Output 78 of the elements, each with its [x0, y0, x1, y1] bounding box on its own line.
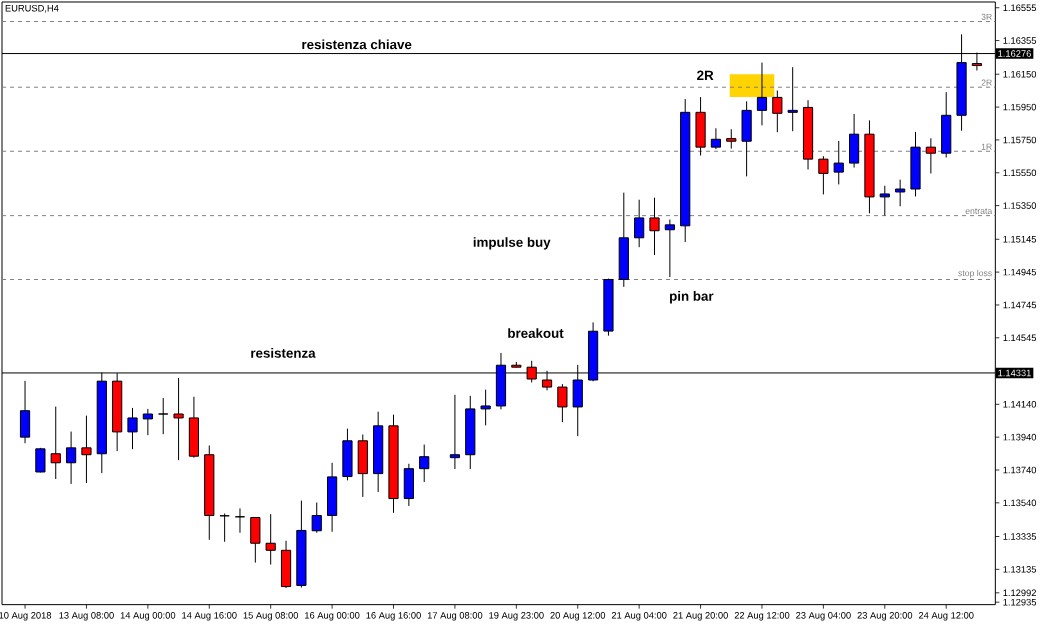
annotation: 2R — [697, 70, 714, 80]
candlestick — [634, 199, 645, 248]
x-tick-label: 19 Aug 23:00 — [489, 612, 544, 621]
candlestick — [726, 128, 737, 150]
y-tick-label: 1.15350 — [1003, 202, 1037, 209]
ref-line-label: 2R — [981, 79, 992, 86]
x-tick-label: 17 Aug 08:00 — [427, 612, 483, 621]
chart-title: EURUSD,H4 — [5, 4, 59, 13]
annotation: breakout — [508, 328, 564, 338]
x-tick-label: 22 Aug 12:00 — [734, 612, 790, 621]
annotation: resistenza — [251, 348, 316, 358]
ref-line-label: 1.16276 — [998, 50, 1031, 57]
y-tick-label: 1.13135 — [1003, 566, 1037, 573]
candlestick — [818, 155, 829, 195]
candlestick — [925, 137, 936, 174]
candlestick — [173, 377, 184, 461]
candlestick — [81, 415, 92, 484]
ref-line-label: stop loss — [958, 269, 992, 278]
y-tick-label: 1.15950 — [1003, 103, 1037, 111]
x-tick-label: 21 Aug 04:00 — [611, 612, 667, 621]
y-tick-label: 1.14745 — [1003, 301, 1037, 309]
candlestick — [664, 219, 675, 278]
candlestick — [142, 408, 153, 436]
x-tick-label: 16 Aug 16:00 — [366, 612, 421, 621]
candlestick — [557, 383, 568, 423]
candlestick — [480, 389, 491, 426]
y-tick-label: 1.12992 — [1003, 589, 1036, 597]
y-tick-label: 1.12935 — [1003, 598, 1037, 606]
y-tick-label: 1.15145 — [1003, 236, 1037, 243]
x-tick-label: 24 Aug 12:00 — [918, 612, 974, 621]
candlestick — [311, 502, 322, 534]
x-tick-label: 10 Aug 2018 — [0, 612, 52, 621]
candlestick — [833, 140, 844, 185]
y-tick-label: 1.14545 — [1003, 334, 1037, 342]
ref-line-label: 1R — [981, 143, 992, 150]
candlestick — [449, 394, 461, 470]
x-tick-label: 23 Aug 04:00 — [796, 612, 851, 621]
candlestick — [158, 397, 169, 435]
annotation: pin bar — [670, 291, 714, 304]
x-tick-label: 13 Aug 08:00 — [59, 612, 114, 621]
ref-line-label: 3R — [981, 13, 992, 20]
y-tick-label: 1.13335 — [1003, 533, 1037, 540]
candlestick — [756, 62, 768, 126]
candlestick — [895, 179, 906, 207]
y-tick-label: 1.15750 — [1003, 136, 1037, 144]
candlestick — [649, 197, 660, 256]
x-tick-label: 15 Aug 08:00 — [243, 612, 299, 621]
candlestick — [50, 406, 61, 480]
annotation: resistenza chiave — [302, 39, 412, 50]
candlestick — [419, 444, 430, 483]
ref-line-label: 1.14331 — [998, 369, 1031, 377]
y-tick-label: 1.16150 — [1003, 70, 1037, 78]
candlestick — [879, 185, 890, 217]
y-tick-label: 1.14945 — [1003, 268, 1037, 276]
candlestick — [265, 513, 276, 566]
y-tick-label: 1.13740 — [1003, 466, 1037, 474]
candlestick — [787, 66, 798, 132]
x-tick-label: 14 Aug 16:00 — [182, 612, 237, 621]
candlestick — [219, 513, 230, 543]
candlestick — [127, 407, 138, 450]
candlestick — [710, 127, 722, 150]
ref-line-label: entrata — [965, 208, 993, 215]
candlestick — [35, 447, 46, 473]
y-tick-label: 1.16355 — [1003, 37, 1037, 44]
y-tick-label: 1.16555 — [1003, 4, 1037, 12]
y-tick-label: 1.14140 — [1003, 401, 1037, 408]
candlestick — [65, 431, 77, 485]
y-tick-label: 1.13540 — [1003, 499, 1037, 507]
x-tick-label: 23 Aug 20:00 — [857, 612, 913, 621]
x-tick-label: 20 Aug 12:00 — [550, 612, 606, 621]
x-tick-label: 16 Aug 00:00 — [305, 612, 360, 621]
x-tick-label: 21 Aug 20:00 — [673, 612, 728, 621]
x-tick-label: 14 Aug 00:00 — [120, 612, 176, 621]
y-tick-label: 1.15550 — [1003, 169, 1037, 177]
candlestick — [234, 507, 246, 534]
annotation: impulse buy — [473, 237, 551, 250]
candlestick — [772, 90, 783, 133]
y-tick-label: 1.13940 — [1003, 433, 1037, 441]
